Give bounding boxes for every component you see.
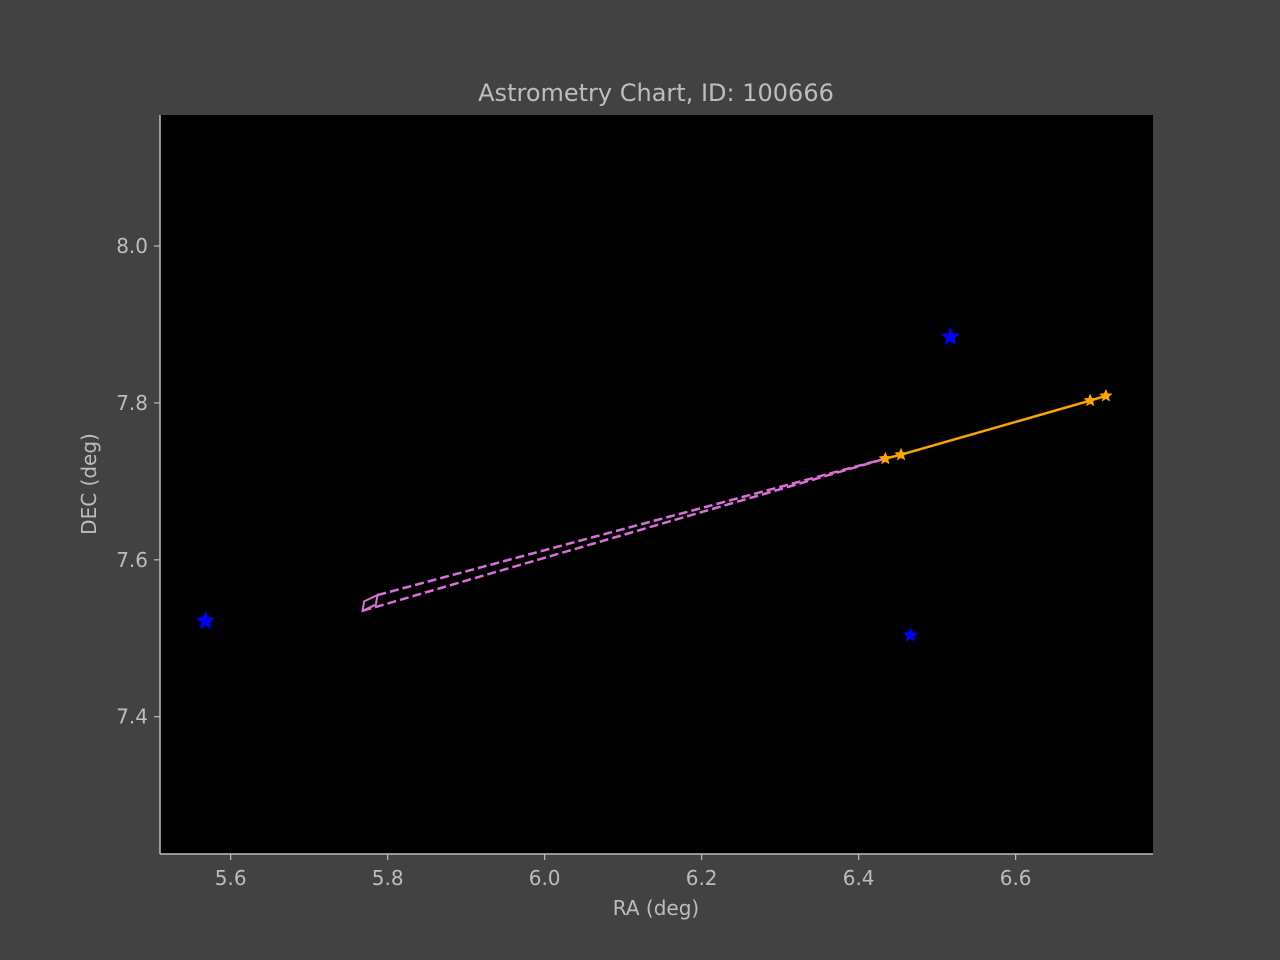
track-point [894,447,908,461]
track-point [1083,393,1097,407]
y-tick-label: 7.6 [116,548,148,572]
x-tick-label: 6.0 [529,866,561,890]
x-tick-label: 6.2 [686,866,718,890]
y-axis-label: DEC (deg) [77,433,101,535]
x-axis-ticks: 5.6 5.8 6.0 6.2 6.4 6.6 [215,854,1032,890]
track-series [878,388,1113,465]
y-tick-label: 7.8 [116,391,148,415]
predicted-region [361,457,886,613]
plot-area [160,115,1153,854]
y-axis-ticks: 7.4 7.6 7.8 8.0 [116,234,160,729]
x-tick-label: 5.8 [372,866,404,890]
chart-title: Astrometry Chart, ID: 100666 [478,79,834,107]
reference-star [902,627,919,642]
x-axis-label: RA (deg) [613,896,699,920]
reference-stars [196,327,960,642]
reference-star [940,327,960,346]
reference-star [196,611,216,630]
track-point [1099,388,1113,402]
y-tick-label: 8.0 [116,234,148,258]
predicted-position-box [361,593,379,613]
track-line [885,394,1107,460]
predicted-path-line [377,457,886,597]
x-tick-label: 5.6 [215,866,247,890]
x-tick-label: 6.6 [1000,866,1032,890]
x-tick-label: 6.4 [843,866,875,890]
y-tick-label: 7.4 [116,705,148,729]
track-point [878,451,892,465]
